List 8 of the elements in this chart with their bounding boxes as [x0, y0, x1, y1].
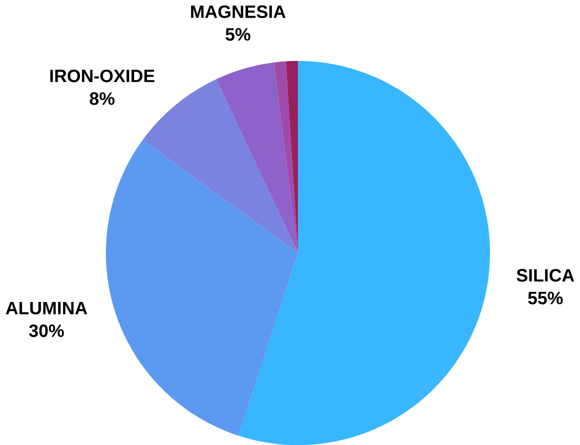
slice-label: IRON-OXIDE — [50, 70, 154, 82]
slice-label: MAGNESIA — [191, 5, 286, 18]
slice-label: SILICA — [516, 268, 574, 282]
data-label: 8% — [90, 92, 114, 105]
data-label: 55% — [528, 292, 563, 304]
data-label: 30% — [29, 324, 64, 338]
slice-label: ALUMINA — [6, 302, 88, 314]
data-label: 5% — [226, 28, 250, 41]
